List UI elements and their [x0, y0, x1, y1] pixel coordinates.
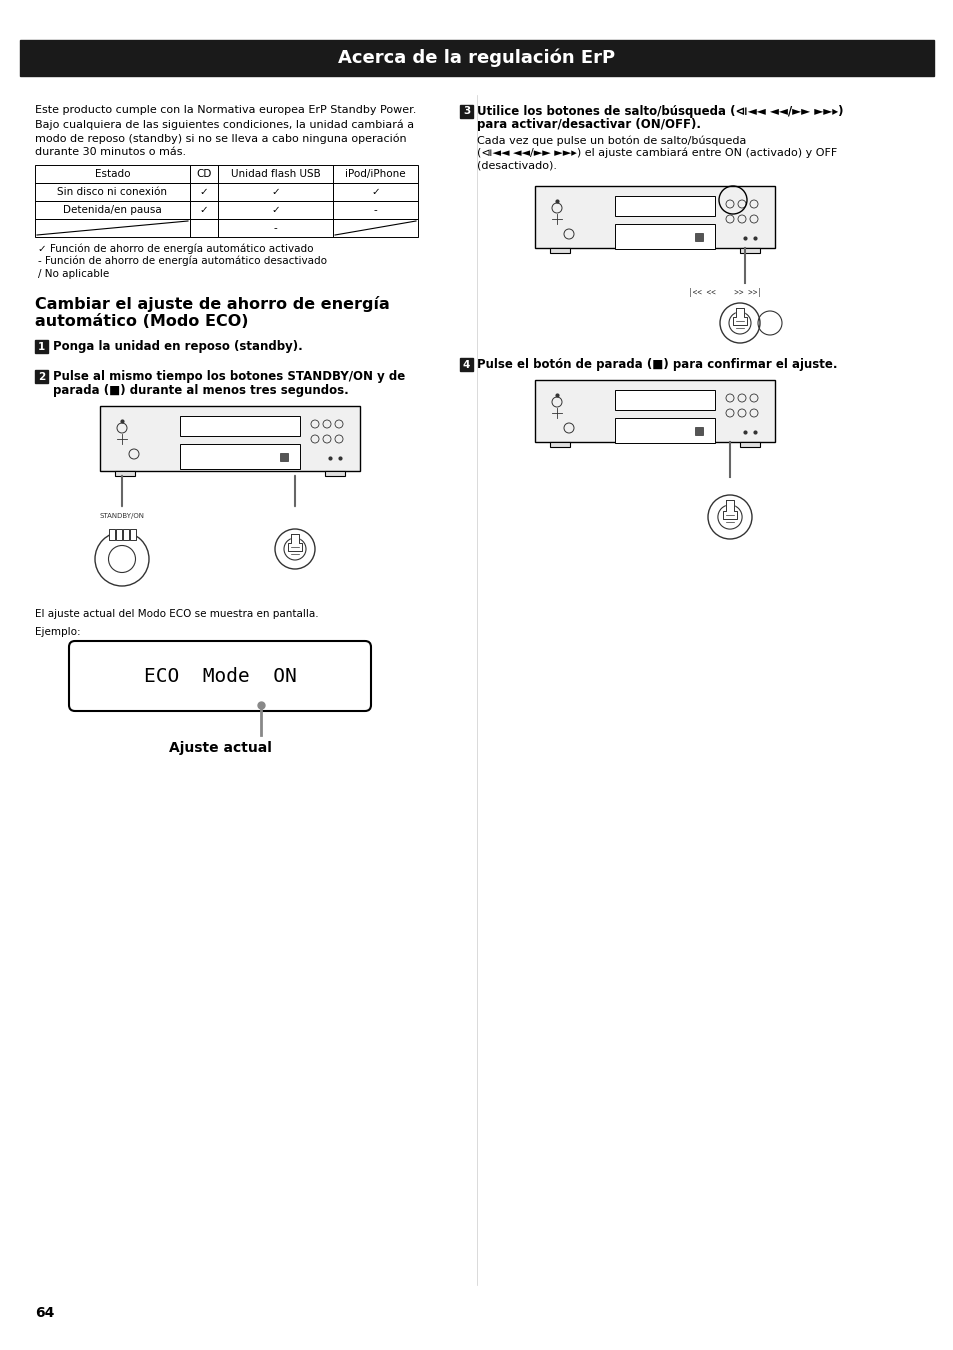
Text: Ejemplo:: Ejemplo:	[35, 626, 81, 637]
Bar	[695, 234, 702, 242]
Text: Cambiar el ajuste de ahorro de energía: Cambiar el ajuste de ahorro de energía	[35, 296, 390, 312]
Polygon shape	[288, 535, 302, 551]
Text: STANDBY/ON: STANDBY/ON	[99, 513, 144, 518]
Text: Utilice los botones de salto/búsqueda (⧏◄◄ ◄◄/►► ►►▸): Utilice los botones de salto/búsqueda (⧏…	[476, 105, 842, 117]
Text: / No aplicable: / No aplicable	[38, 269, 110, 279]
Text: parada (■) durante al menos tres segundos.: parada (■) durante al menos tres segundo…	[53, 383, 349, 397]
Text: ✓ Función de ahorro de energía automático activado: ✓ Función de ahorro de energía automátic…	[38, 243, 314, 254]
Bar	[333, 165, 417, 184]
Bar	[35, 165, 190, 184]
Bar	[550, 441, 569, 447]
Bar	[35, 184, 190, 201]
Text: (⧏◄◄ ◄◄/►► ►►▸) el ajuste cambiará entre ON (activado) y OFF: (⧏◄◄ ◄◄/►► ►►▸) el ajuste cambiará entre…	[476, 148, 837, 158]
Text: 1: 1	[38, 342, 45, 351]
Circle shape	[720, 302, 760, 343]
Bar	[115, 471, 135, 477]
Bar	[218, 184, 333, 201]
Text: para activar/desactivar (ON/OFF).: para activar/desactivar (ON/OFF).	[476, 117, 700, 131]
Bar	[459, 105, 473, 117]
Text: ECO  Mode  ON: ECO Mode ON	[144, 667, 296, 686]
Text: Ponga la unidad en reposo (standby).: Ponga la unidad en reposo (standby).	[53, 340, 302, 352]
Bar	[535, 186, 774, 248]
Text: Cada vez que pulse un botón de salto/búsqueda: Cada vez que pulse un botón de salto/bús…	[476, 135, 745, 146]
Text: iPod/iPhone: iPod/iPhone	[345, 169, 405, 180]
Text: durante 30 minutos o más.: durante 30 minutos o más.	[35, 147, 186, 157]
Text: -: -	[274, 223, 277, 234]
Bar	[333, 219, 417, 238]
Bar	[550, 248, 569, 252]
Text: (desactivado).: (desactivado).	[476, 161, 557, 171]
Text: Detenida/en pausa: Detenida/en pausa	[63, 205, 162, 215]
Bar	[333, 184, 417, 201]
Text: Ajuste actual: Ajuste actual	[169, 741, 272, 755]
Bar	[190, 184, 218, 201]
Polygon shape	[722, 500, 737, 518]
Text: 4: 4	[462, 359, 470, 370]
Text: Sin disco ni conexión: Sin disco ni conexión	[57, 188, 168, 197]
Bar	[35, 219, 190, 238]
Bar	[180, 416, 299, 436]
Text: 2: 2	[38, 371, 45, 382]
Bar	[280, 454, 288, 460]
Text: Unidad flash USB: Unidad flash USB	[231, 169, 320, 180]
Text: Pulse al mismo tiempo los botones STANDBY/ON y de: Pulse al mismo tiempo los botones STANDB…	[53, 370, 405, 383]
Text: 64: 64	[35, 1305, 54, 1320]
Text: -: -	[374, 205, 377, 215]
Bar	[35, 340, 48, 352]
Text: ✓: ✓	[199, 205, 208, 215]
Bar	[218, 201, 333, 219]
Circle shape	[95, 532, 149, 586]
Bar	[459, 358, 473, 371]
Bar	[695, 427, 702, 435]
Text: automático (Modo ECO): automático (Modo ECO)	[35, 315, 248, 329]
Polygon shape	[732, 308, 746, 325]
Text: Pulse el botón de parada (■) para confirmar el ajuste.: Pulse el botón de parada (■) para confir…	[476, 358, 837, 371]
Text: Estado: Estado	[94, 169, 131, 180]
Text: ✓: ✓	[271, 188, 279, 197]
Bar	[190, 201, 218, 219]
Bar	[190, 219, 218, 238]
Text: CD: CD	[196, 169, 212, 180]
Text: |<< <<    >> >>|: |<< << >> >>|	[687, 288, 761, 297]
Bar	[218, 165, 333, 184]
Bar	[180, 444, 299, 468]
Bar	[109, 529, 115, 540]
Bar	[615, 390, 714, 410]
Text: El ajuste actual del Modo ECO se muestra en pantalla.: El ajuste actual del Modo ECO se muestra…	[35, 609, 318, 620]
Text: Este producto cumple con la Normativa europea ErP Standby Power.: Este producto cumple con la Normativa eu…	[35, 105, 416, 115]
Bar	[190, 165, 218, 184]
Bar	[123, 529, 129, 540]
Bar	[130, 529, 136, 540]
Text: ✓: ✓	[199, 188, 208, 197]
Bar	[116, 529, 122, 540]
Bar	[615, 224, 714, 248]
Bar	[100, 406, 359, 471]
Bar	[615, 418, 714, 443]
FancyBboxPatch shape	[69, 641, 371, 711]
Text: ✓: ✓	[371, 188, 379, 197]
Text: modo de reposo (standby) si no se lleva a cabo ninguna operación: modo de reposo (standby) si no se lleva …	[35, 134, 406, 143]
Bar	[35, 201, 190, 219]
Circle shape	[707, 495, 751, 539]
Bar	[35, 370, 48, 383]
Text: Acerca de la regulación ErP: Acerca de la regulación ErP	[338, 49, 615, 68]
Bar	[535, 379, 774, 441]
Bar	[325, 471, 345, 477]
Bar	[218, 219, 333, 238]
Bar	[740, 441, 760, 447]
Bar	[333, 201, 417, 219]
Circle shape	[109, 545, 135, 572]
Bar	[20, 40, 933, 76]
Circle shape	[274, 529, 314, 568]
Text: ✓: ✓	[271, 205, 279, 215]
Text: 3: 3	[462, 107, 470, 116]
Bar	[615, 196, 714, 216]
Text: - Función de ahorro de energía automático desactivado: - Función de ahorro de energía automátic…	[38, 256, 327, 266]
Bar	[740, 248, 760, 252]
Text: Bajo cualquiera de las siguientes condiciones, la unidad cambiará a: Bajo cualquiera de las siguientes condic…	[35, 119, 414, 130]
